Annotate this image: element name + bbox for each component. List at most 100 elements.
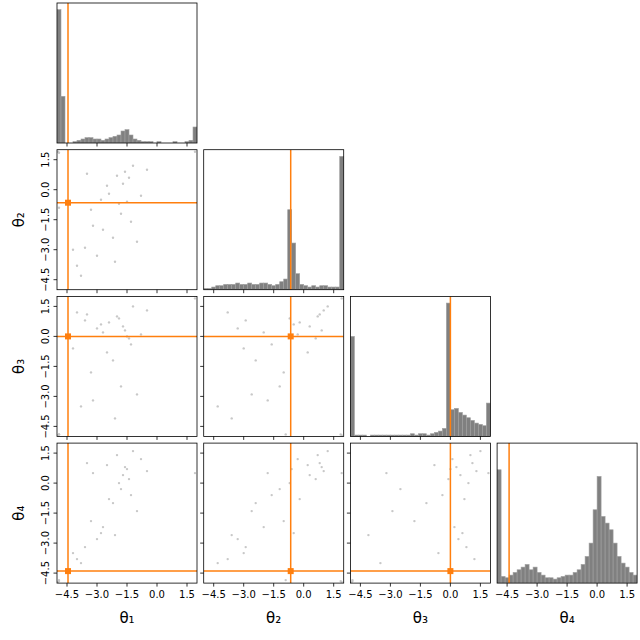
x-tick-label: 0.0 bbox=[589, 589, 605, 600]
panel-frame bbox=[350, 443, 490, 583]
truth-line bbox=[67, 296, 69, 436]
panel-frame bbox=[204, 296, 344, 436]
y-tick bbox=[200, 366, 204, 367]
panel-marks bbox=[57, 443, 197, 583]
truth-line bbox=[450, 443, 452, 583]
sample-point bbox=[475, 470, 477, 472]
histogram-bar bbox=[458, 412, 462, 436]
sample-point bbox=[72, 347, 74, 349]
panel-marks bbox=[204, 296, 344, 436]
x-tick bbox=[303, 583, 304, 587]
histogram-bar bbox=[605, 523, 609, 583]
histogram-bar bbox=[133, 139, 137, 143]
histogram-bar bbox=[340, 156, 344, 289]
x-tick bbox=[213, 436, 214, 440]
y-tick bbox=[54, 543, 58, 544]
y-tick-label: −1.5 bbox=[40, 354, 51, 378]
sample-point bbox=[459, 474, 461, 476]
histogram-bar bbox=[336, 287, 340, 290]
x-tick-label: 0.0 bbox=[442, 589, 458, 600]
histogram-bar bbox=[252, 284, 256, 289]
panel-frame bbox=[204, 150, 344, 290]
sample-point bbox=[122, 474, 124, 476]
sample-point bbox=[283, 520, 285, 522]
histogram-bar bbox=[316, 287, 320, 290]
sample-point bbox=[217, 562, 219, 564]
x-tick-label: −1.5 bbox=[262, 589, 286, 600]
histogram-bar bbox=[470, 420, 474, 436]
x-tick-label: 0.0 bbox=[296, 589, 312, 600]
sample-point bbox=[317, 315, 319, 317]
x-axis-label: θ₄ bbox=[559, 609, 574, 627]
y-tick bbox=[200, 483, 204, 484]
sample-point bbox=[425, 502, 427, 504]
sample-point bbox=[112, 359, 114, 361]
sample-point bbox=[237, 538, 239, 540]
y-tick bbox=[347, 543, 351, 544]
x-tick bbox=[420, 436, 421, 440]
histogram-bar bbox=[521, 567, 525, 583]
y-tick bbox=[54, 189, 58, 190]
sample-point bbox=[92, 399, 94, 401]
sample-point bbox=[58, 580, 60, 582]
sample-point bbox=[84, 546, 86, 548]
sample-point bbox=[279, 385, 281, 387]
sample-point bbox=[194, 472, 196, 474]
sample-point bbox=[108, 193, 110, 195]
y-tick bbox=[347, 483, 351, 484]
sample-point bbox=[453, 526, 455, 528]
sample-point bbox=[279, 488, 281, 490]
sample-point bbox=[140, 458, 142, 460]
sample-point bbox=[309, 325, 311, 327]
sample-point bbox=[132, 450, 134, 452]
sample-point bbox=[455, 466, 457, 468]
histogram-bar bbox=[513, 572, 517, 583]
sample-point bbox=[112, 237, 114, 239]
sample-point bbox=[245, 546, 247, 548]
sample-point bbox=[463, 498, 465, 500]
x-tick bbox=[97, 583, 98, 587]
sample-point bbox=[293, 323, 295, 325]
x-tick bbox=[450, 436, 451, 440]
panel-marks bbox=[57, 296, 197, 436]
truth-line bbox=[67, 150, 69, 290]
histogram-bar bbox=[561, 576, 565, 583]
x-tick-label: 0.0 bbox=[149, 589, 165, 600]
histogram-bar bbox=[324, 286, 328, 290]
sample-point bbox=[58, 433, 60, 435]
x-tick bbox=[243, 290, 244, 294]
sample-point bbox=[136, 241, 138, 243]
x-tick-label: −4.5 bbox=[348, 589, 372, 600]
histogram-bar bbox=[232, 284, 236, 289]
sample-point bbox=[319, 313, 321, 315]
x-tick bbox=[67, 290, 68, 294]
y-tick-label: 1.5 bbox=[40, 152, 51, 168]
histogram-bar bbox=[256, 284, 260, 289]
x-tick bbox=[157, 583, 158, 587]
sample-point bbox=[471, 462, 473, 464]
y-tick bbox=[54, 159, 58, 160]
x-tick bbox=[303, 436, 304, 440]
histogram-bar bbox=[541, 575, 545, 583]
x-tick-label: −4.5 bbox=[495, 589, 519, 600]
y-tick bbox=[54, 279, 58, 280]
sample-point bbox=[399, 488, 401, 490]
y-tick bbox=[54, 366, 58, 367]
truth-line bbox=[67, 443, 69, 583]
x-tick bbox=[213, 290, 214, 294]
histogram-bar bbox=[328, 287, 332, 290]
sample-point bbox=[106, 185, 108, 187]
sample-point bbox=[114, 534, 116, 536]
sample-point bbox=[58, 207, 60, 209]
histogram-bar bbox=[497, 470, 501, 583]
sample-point bbox=[271, 343, 273, 345]
sample-point bbox=[126, 468, 128, 470]
sample-point bbox=[319, 462, 321, 464]
x-tick-label: −3.0 bbox=[378, 589, 402, 600]
x-axis-label: θ₂ bbox=[266, 609, 281, 627]
sample-point bbox=[90, 520, 92, 522]
sample-point bbox=[100, 532, 102, 534]
truth-marker bbox=[288, 568, 294, 574]
sample-point bbox=[285, 579, 287, 581]
sample-point bbox=[341, 297, 343, 299]
